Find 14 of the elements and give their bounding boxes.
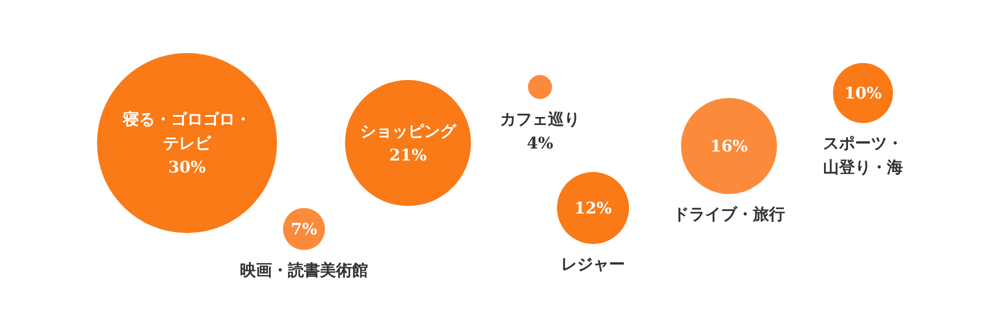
- category-label: 寝る・ゴロゴロ・テレビ: [122, 110, 251, 152]
- data-label: 10%: [844, 84, 882, 102]
- data-label: 4%: [526, 134, 554, 152]
- data-label: 16%: [710, 136, 748, 156]
- category-label: レジャー: [561, 254, 625, 274]
- data-label: 7%: [290, 220, 318, 238]
- category-label: 映画・読書美術館: [240, 260, 368, 280]
- category-label: カフェ巡り: [500, 110, 580, 128]
- data-label: 21%: [389, 146, 427, 164]
- category-label: スポーツ・山登り・海: [823, 134, 903, 176]
- data-label: 12%: [574, 198, 612, 218]
- category-label: ドライブ・旅行: [673, 204, 785, 224]
- data-label: 30%: [168, 158, 206, 176]
- category-label: ショッピング: [360, 122, 457, 140]
